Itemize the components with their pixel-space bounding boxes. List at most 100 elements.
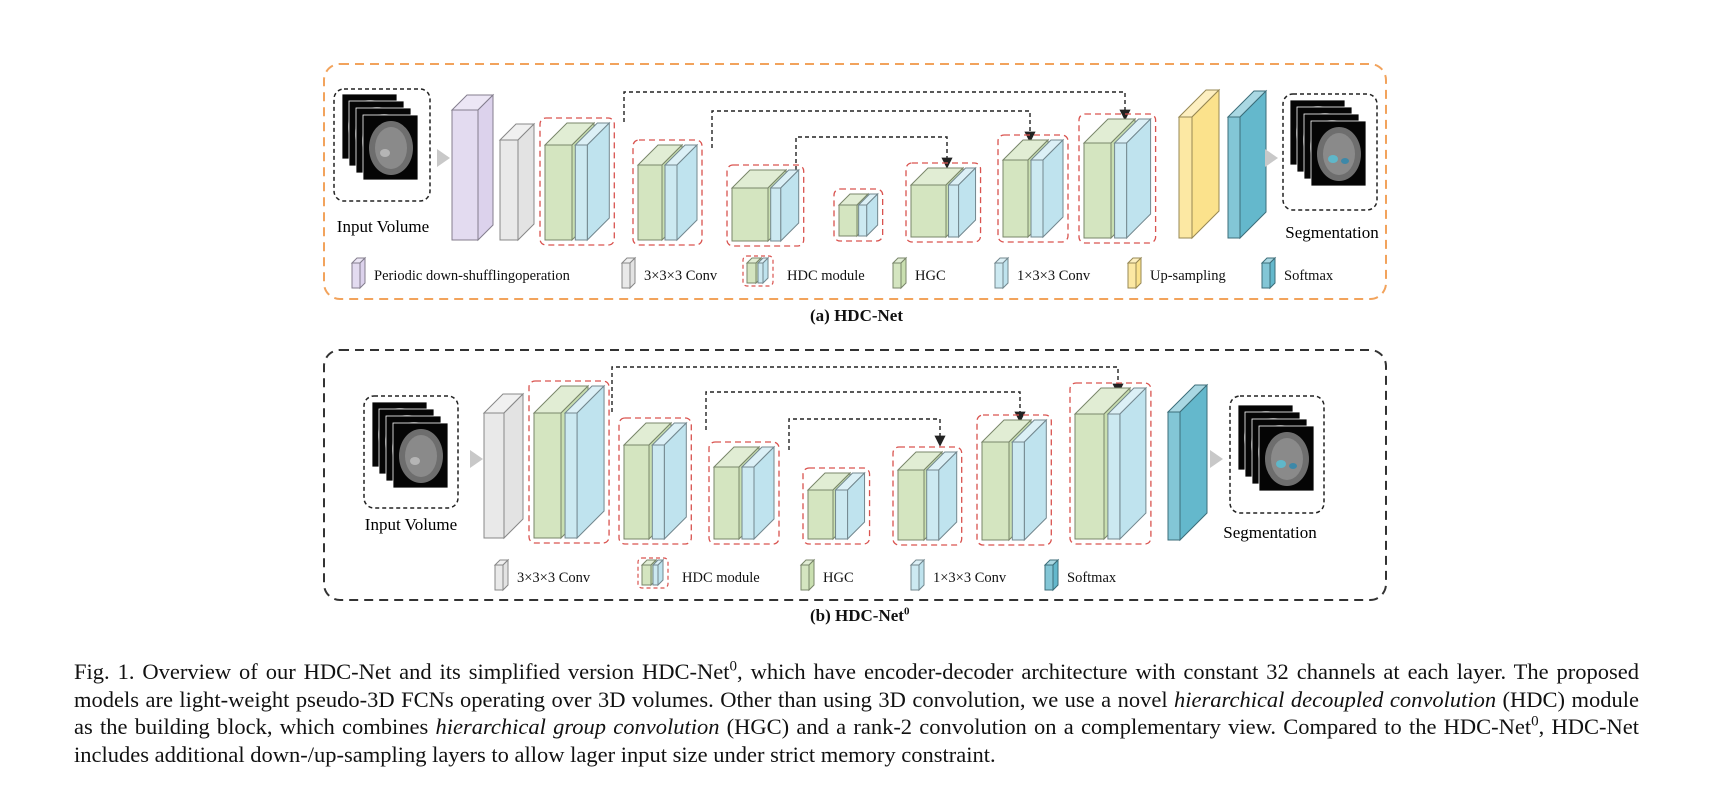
legend-item-purple: Periodic down-shufflingoperation [350, 256, 571, 290]
legend-item-lightblue: 1×3×3 Conv [993, 256, 1091, 290]
skip-connection-3 [788, 418, 946, 450]
hdc-module-enc-2 [632, 139, 703, 246]
legend-label-gray: 3×3×3 Conv [644, 268, 718, 284]
panel-b-output-arrow [1210, 450, 1223, 468]
softmax-block [1166, 383, 1209, 542]
conv-1x3x3-block [925, 450, 958, 542]
legend-item-gray: 3×3×3 Conv [493, 558, 591, 592]
panel-b-input-arrow [470, 450, 483, 468]
caption-italic-1: hierarchical decoupled convolution [1174, 686, 1497, 712]
panel-b-legend: 3×3×3 Conv HDC module HGC 1×3×3 Conv Softmax [493, 557, 1117, 592]
caption-part-4: (HGC) and a rank-2 convolution on a comp… [719, 714, 1532, 739]
panel-b-input-volume [363, 395, 459, 509]
legend-item-gray: 3×3×3 Conv [620, 256, 718, 290]
hdc-module-dec-3 [1069, 382, 1152, 545]
panel-b-label-superscript: 0 [903, 605, 910, 618]
conv-1x3x3-block [1029, 138, 1065, 239]
hdc-module-dec-1 [892, 446, 963, 546]
legend-item-green: HGC [799, 558, 854, 592]
panel-a-output-arrow [1265, 149, 1278, 167]
conv-1x3x3-block [574, 121, 611, 242]
skip-connection-2 [711, 110, 1036, 148]
caption-part-1: Fig. 1. Overview of our HDC-Net and its … [74, 659, 730, 684]
panel-b-frame [323, 349, 1387, 601]
legend-conv-swatch [756, 256, 770, 285]
panel-a-caption-label: (a) HDC-Net [810, 306, 903, 326]
legend-label-green: HGC [915, 268, 946, 284]
legend-swatch-teal [1043, 558, 1060, 592]
conv-3x3x3-block [498, 122, 536, 242]
panel-b-output-label: Segmentation [1223, 523, 1317, 542]
conv-1x3x3-block [663, 143, 699, 242]
panel-b-label: (b) HDC-Net [810, 606, 904, 625]
caption-sup-1: 0 [729, 658, 738, 675]
legend-label-hdc: HDC module [787, 268, 865, 284]
hdc-module-bottleneck [802, 467, 871, 545]
hdc-module-dec-1 [905, 162, 982, 243]
conv-1x3x3-block [1106, 386, 1148, 541]
legend-swatch-green [799, 558, 816, 592]
softmax-block [1226, 89, 1268, 240]
caption-part-2: , which have encoder-decoder architectur… [74, 659, 1640, 712]
legend-swatch-gray [620, 256, 637, 290]
conv-1x3x3-block [1113, 117, 1152, 240]
output-segmentation-slices [1289, 99, 1367, 187]
panel-a-network [450, 88, 1268, 247]
skip-connection-1 [623, 91, 1131, 122]
legend-label-teal: Softmax [1284, 268, 1334, 284]
legend-label-purple: Periodic down-shufflingoperation [374, 268, 571, 284]
hdc-module-dec-2 [976, 414, 1052, 546]
input-mri-slices [341, 93, 419, 181]
legend-swatch-teal [1260, 256, 1277, 290]
legend-label-yellow: Up-sampling [1150, 268, 1226, 284]
conv-1x3x3-block [769, 168, 800, 243]
legend-swatch-lightblue [909, 558, 926, 592]
hdc-module-enc-2 [618, 417, 692, 545]
hdc-module-dec-3 [1078, 113, 1157, 244]
hdc-module-bottleneck [833, 188, 884, 242]
panel-a-input-arrow [437, 149, 450, 167]
hdc-module-dec-2 [997, 134, 1069, 243]
legend-label-gray: 3×3×3 Conv [517, 570, 591, 586]
panel-a-frame [323, 63, 1387, 300]
skip-connection-3 [795, 136, 953, 170]
up-sampling-block [1177, 88, 1221, 240]
legend-swatch-yellow [1126, 256, 1143, 290]
figure-caption: Fig. 1. Overview of our HDC-Net and its … [74, 658, 1639, 768]
legend-conv-swatch [651, 558, 665, 587]
legend-label-teal: Softmax [1067, 570, 1117, 586]
conv-1x3x3-block [1011, 418, 1048, 542]
panel-b-output-segmentation [1229, 395, 1325, 514]
conv-1x3x3-block [740, 445, 776, 541]
legend-item-green: HGC [891, 256, 946, 290]
panel-a-output-segmentation [1282, 93, 1378, 211]
legend-item-yellow: Up-sampling [1126, 256, 1226, 290]
conv-1x3x3-block [857, 192, 879, 238]
panel-a-label: (a) HDC-Net [810, 306, 903, 325]
conv-1x3x3-block [651, 421, 688, 541]
panel-b-caption-label: (b) HDC-Net0 [810, 606, 909, 626]
legend-item-teal: Softmax [1260, 256, 1334, 290]
caption-part-3: (HDC) module as the building block, whic… [74, 686, 1639, 740]
skip-connection-2 [705, 391, 1026, 430]
panel-a-input-label: Input Volume [337, 217, 429, 236]
conv-1x3x3-block [947, 166, 977, 239]
legend-swatch-green [891, 256, 908, 290]
legend-label-lightblue: 1×3×3 Conv [1017, 268, 1091, 284]
panel-b-input-label: Input Volume [365, 515, 457, 534]
hdc-module-enc-1 [539, 117, 615, 246]
periodic-down-shuffling-block [450, 93, 495, 242]
hgc-block [837, 192, 870, 238]
caption-italic-2: hierarchical group convolution [435, 714, 720, 739]
legend-item-hdc: HDC module [742, 255, 865, 287]
legend-item-lightblue: 1×3×3 Conv [909, 558, 1007, 592]
hdc-module-enc-3 [726, 164, 805, 247]
legend-item-hdc: HDC module [637, 557, 760, 589]
conv-1x3x3-block [563, 384, 606, 540]
skip-connection-1 [611, 366, 1124, 412]
legend-swatch-gray [493, 558, 510, 592]
legend-label-green: HGC [823, 570, 854, 586]
legend-label-hdc: HDC module [682, 570, 760, 586]
hdc-module-enc-1 [528, 380, 610, 544]
legend-swatch-purple [350, 256, 367, 290]
